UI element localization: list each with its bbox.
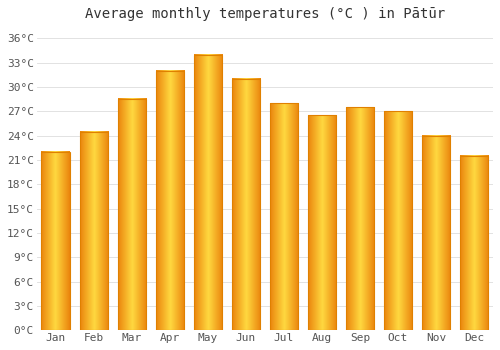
Bar <box>232 79 260 330</box>
Bar <box>422 136 450 330</box>
Bar <box>346 107 374 330</box>
Title: Average monthly temperatures (°C ) in Pātūr: Average monthly temperatures (°C ) in Pā… <box>85 7 445 21</box>
Bar <box>156 71 184 330</box>
Bar <box>384 111 412 330</box>
Bar <box>460 156 488 330</box>
Bar <box>118 99 146 330</box>
Bar <box>308 116 336 330</box>
Bar <box>42 152 70 330</box>
Bar <box>80 132 108 330</box>
Bar <box>270 103 298 330</box>
Bar <box>194 55 222 330</box>
